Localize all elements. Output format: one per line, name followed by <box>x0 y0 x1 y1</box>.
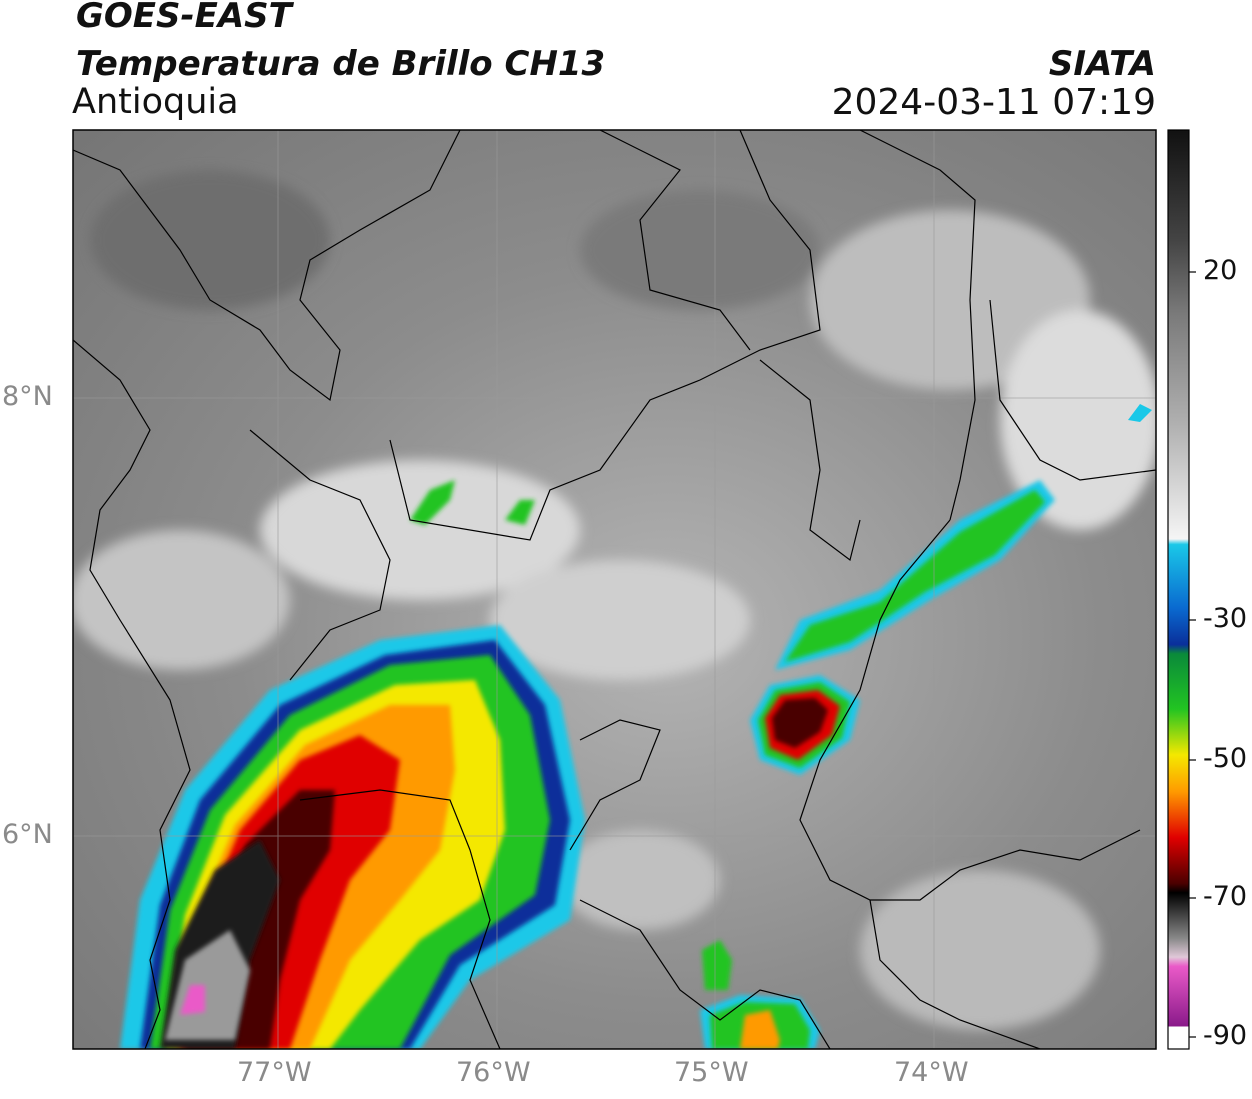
storm-cell-east <box>410 404 1152 1049</box>
lon-label-74w: 74°W <box>894 1057 969 1088</box>
lon-label-76w: 76°W <box>456 1057 531 1088</box>
colorbar-label-20: 20 <box>1203 255 1238 286</box>
lon-label-77w: 77°W <box>237 1057 312 1088</box>
boundaries <box>73 130 1156 1049</box>
region-label: Antioquia <box>72 82 239 122</box>
lat-label-6n: 6°N <box>2 819 53 850</box>
colorbar-label-minus30: -30 <box>1203 603 1248 634</box>
map-frame <box>72 129 1157 1050</box>
colorbar <box>1167 129 1190 1050</box>
brightness-field <box>73 130 1156 1049</box>
lon-label-75w: 75°W <box>674 1057 749 1088</box>
colorbar-label-minus70: -70 <box>1203 881 1248 912</box>
colorbar-label-minus90: -90 <box>1203 1020 1248 1051</box>
product-title: Temperatura de Brillo CH13 <box>76 44 606 84</box>
colorbar-ticks <box>1189 271 1196 1038</box>
colorbar-label-minus50: -50 <box>1203 743 1248 774</box>
source-label: SIATA <box>1048 44 1156 84</box>
satellite-title: GOES-EAST <box>76 0 292 36</box>
lat-label-8n: 8°N <box>2 381 53 412</box>
datetime-label: 2024-03-11 07:19 <box>831 82 1156 123</box>
